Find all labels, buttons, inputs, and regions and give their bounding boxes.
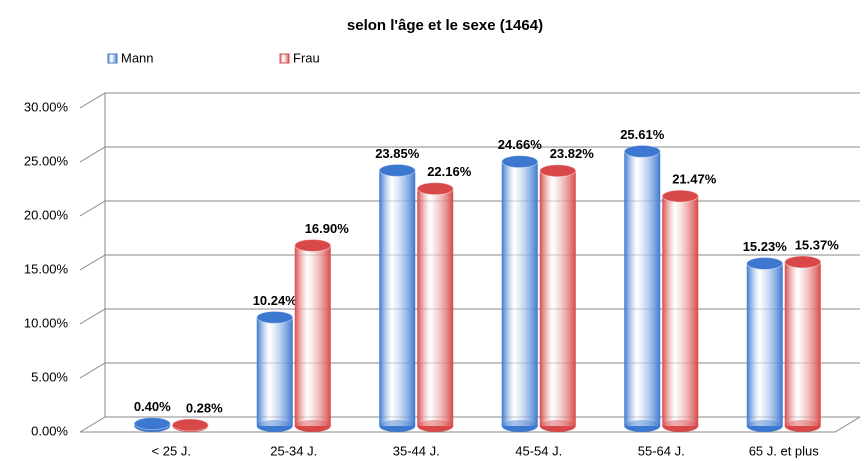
- legend-swatch: [279, 53, 290, 64]
- bar-top: [539, 164, 577, 178]
- legend-swatch: [107, 53, 118, 64]
- cylinder: [171, 418, 209, 432]
- value-label: 15.23%: [743, 239, 788, 254]
- y-tick-label: 20.00%: [24, 207, 69, 222]
- cylinder: [623, 144, 661, 432]
- value-label: 0.40%: [134, 399, 171, 414]
- bar: [501, 161, 538, 426]
- bar: [294, 245, 331, 426]
- bar-top: [416, 182, 454, 196]
- value-label: 21.47%: [672, 172, 717, 187]
- bar-top: [294, 238, 332, 252]
- grid-line: [79, 308, 860, 325]
- y-tick-label: 5.00%: [31, 369, 68, 384]
- floor: [80, 416, 861, 433]
- value-label: 10.24%: [253, 293, 298, 308]
- grid-line: [79, 200, 860, 217]
- bar-top: [746, 257, 784, 271]
- x-tick-label: < 25 J.: [152, 443, 191, 458]
- bar: [624, 151, 661, 427]
- cylinder: [784, 255, 822, 432]
- cylinder: [133, 417, 171, 432]
- value-label: 23.85%: [375, 146, 420, 161]
- y-tick-label: 15.00%: [24, 261, 69, 276]
- value-label: 25.61%: [620, 127, 665, 142]
- y-tick-label: 0.00%: [31, 423, 68, 438]
- value-label: 24.66%: [498, 137, 543, 152]
- grid-line: [79, 92, 860, 109]
- bar-top: [171, 418, 209, 432]
- y-tick-label: 10.00%: [24, 315, 69, 330]
- grid-line: [79, 146, 860, 163]
- y-tick-label: 30.00%: [24, 99, 69, 114]
- bar-top: [256, 310, 294, 324]
- bar: [746, 263, 783, 426]
- cylinder: [294, 238, 332, 432]
- x-tick-label: 65 J. et plus: [749, 443, 820, 458]
- bar-top: [378, 163, 416, 177]
- bar: [662, 196, 699, 426]
- cylinder: [539, 164, 577, 432]
- bar: [539, 170, 576, 426]
- value-label: 22.16%: [427, 164, 472, 179]
- bar: [417, 188, 454, 426]
- cylinder: [746, 257, 784, 432]
- bar-top: [784, 255, 822, 269]
- legend-label: Mann: [121, 50, 154, 65]
- y-tick-label: 25.00%: [24, 153, 69, 168]
- grid-line: [79, 254, 860, 271]
- bar-top: [623, 144, 661, 158]
- bar: [256, 317, 293, 426]
- legend-label: Frau: [293, 50, 320, 65]
- chart-title: selon l'âge et le sexe (1464): [347, 17, 543, 34]
- grid-line: [79, 362, 860, 379]
- value-label: 0.28%: [186, 400, 223, 415]
- x-tick-label: 55-64 J.: [638, 443, 685, 458]
- bar-top: [661, 189, 699, 203]
- cylinder: [378, 163, 416, 432]
- bar: [379, 170, 416, 426]
- bar-top: [501, 155, 539, 169]
- x-tick-label: 35-44 J.: [393, 443, 440, 458]
- bar: [784, 262, 821, 426]
- x-tick-label: 45-54 J.: [515, 443, 562, 458]
- x-tick-label: 25-34 J.: [270, 443, 317, 458]
- value-label: 16.90%: [305, 221, 350, 236]
- value-label: 15.37%: [795, 237, 840, 252]
- value-label: 23.82%: [550, 146, 595, 161]
- cylinder: [501, 155, 539, 432]
- cylinder: [416, 182, 454, 432]
- bar-top: [133, 417, 171, 431]
- cylinder: [256, 310, 294, 432]
- cylinder: [661, 189, 699, 432]
